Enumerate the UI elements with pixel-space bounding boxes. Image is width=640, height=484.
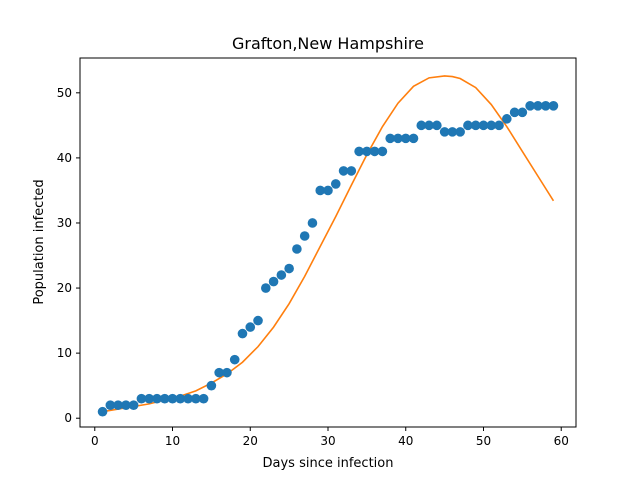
axes-frame — [79, 57, 577, 428]
y-tick-label: 0 — [64, 411, 72, 425]
data-point — [128, 400, 139, 411]
x-tick-label: 10 — [165, 434, 180, 448]
data-point — [113, 400, 123, 411]
x-axis: 0 10 20 30 40 50 60 — [91, 427, 569, 448]
data-point — [299, 231, 310, 241]
y-tick-label: 30 — [57, 216, 72, 230]
data-point — [517, 107, 528, 118]
y-tick-label: 20 — [57, 281, 72, 295]
data-point — [400, 133, 411, 144]
data-point — [330, 179, 341, 189]
data-point — [237, 328, 248, 339]
data-point — [470, 120, 481, 131]
y-tick-label: 10 — [57, 346, 72, 360]
data-point — [463, 120, 473, 131]
data-point — [292, 244, 302, 254]
plot-area — [97, 75, 559, 417]
data-point — [424, 120, 434, 131]
data-point — [548, 101, 559, 111]
data-point — [362, 146, 372, 157]
data-point — [105, 400, 116, 411]
data-point — [198, 393, 209, 404]
data-point — [229, 354, 240, 365]
data-point — [144, 393, 154, 404]
data-point — [315, 185, 326, 196]
data-point — [533, 101, 543, 111]
data-point — [159, 393, 170, 404]
chart-title: Grafton,New Hampshire — [232, 34, 424, 53]
y-tick-label: 50 — [57, 86, 72, 100]
data-point — [385, 133, 395, 144]
data-point — [191, 393, 201, 404]
x-axis-label: Days since infection — [263, 456, 394, 471]
data-point — [152, 393, 162, 404]
data-point — [525, 101, 535, 111]
data-point — [478, 120, 489, 131]
data-point — [439, 127, 450, 137]
x-tick-label: 0 — [91, 434, 99, 448]
x-tick-label: 60 — [554, 434, 569, 448]
data-point — [136, 393, 147, 404]
data-point — [276, 270, 287, 280]
data-point — [307, 218, 318, 228]
data-point — [455, 127, 465, 137]
data-point — [222, 367, 232, 378]
data-point — [408, 133, 419, 144]
data-point — [416, 120, 427, 131]
data-point — [432, 120, 442, 131]
data-point — [261, 283, 271, 293]
data-point — [206, 380, 217, 391]
data-point — [253, 315, 263, 326]
data-point — [167, 393, 178, 404]
x-tick-label: 20 — [243, 434, 258, 448]
data-point — [183, 393, 193, 404]
data-point — [486, 120, 497, 131]
data-point — [97, 406, 108, 417]
data-point — [369, 146, 380, 157]
data-point — [245, 322, 256, 332]
data-point — [214, 367, 224, 378]
data-point — [354, 146, 364, 157]
data-point — [121, 400, 131, 411]
data-point — [509, 107, 520, 118]
data-point — [338, 166, 349, 176]
x-tick-label: 50 — [476, 434, 491, 448]
data-point — [268, 276, 279, 287]
data-point — [346, 166, 357, 176]
y-axis: 0 10 20 30 40 50 — [57, 86, 80, 425]
data-point — [175, 393, 186, 404]
x-tick-label: 40 — [398, 434, 413, 448]
x-tick-label: 30 — [320, 434, 335, 448]
data-point — [284, 263, 294, 274]
data-point — [502, 114, 512, 124]
data-point — [494, 120, 504, 131]
y-tick-label: 40 — [57, 151, 72, 165]
data-point — [323, 185, 333, 196]
data-point — [393, 133, 403, 144]
data-point — [377, 146, 388, 157]
y-axis-label: Population infected — [32, 179, 47, 304]
data-point — [540, 101, 551, 111]
data-point — [447, 127, 458, 137]
